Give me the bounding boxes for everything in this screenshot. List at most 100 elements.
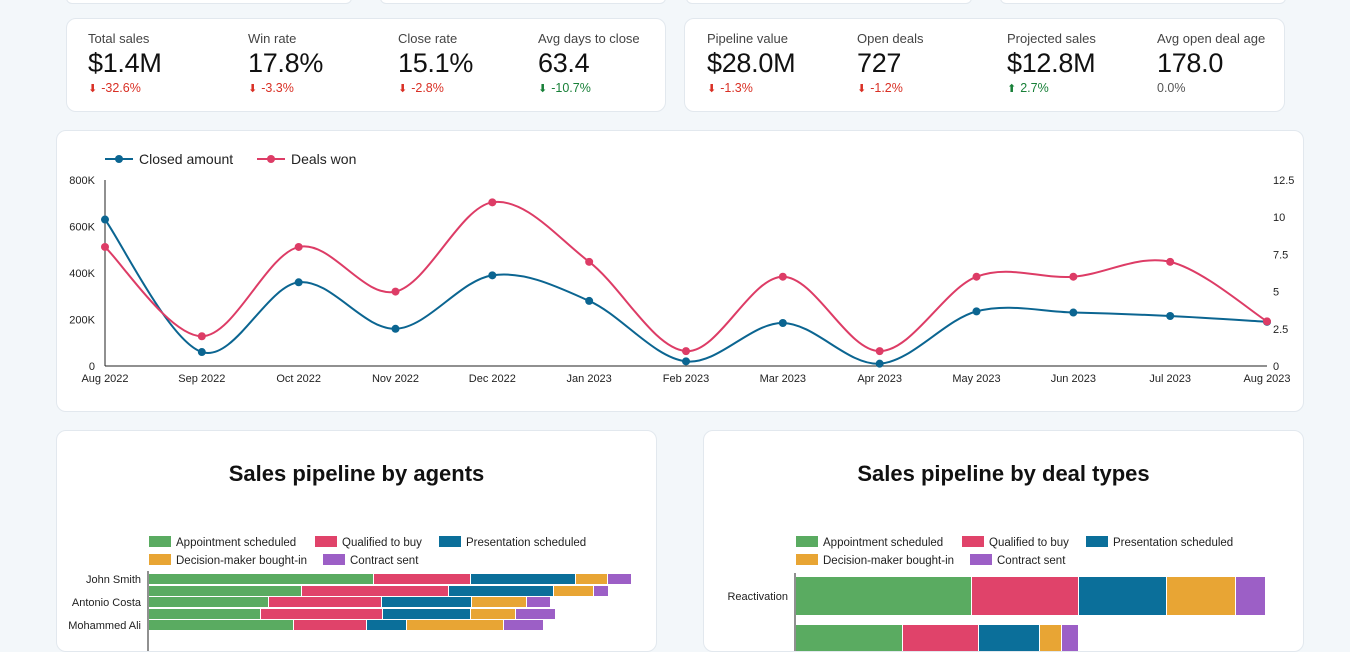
card-edge — [1000, 0, 1286, 4]
y-tick-label-right: 0 — [1273, 361, 1279, 373]
legend-swatch — [796, 536, 818, 547]
bar-segment — [294, 620, 366, 630]
legend-swatch — [962, 536, 984, 547]
x-tick-label: Jun 2023 — [1051, 373, 1096, 385]
bar-segment — [383, 609, 470, 619]
kpi-change: ⬇ -3.3% — [248, 81, 294, 95]
x-tick-label: May 2023 — [952, 373, 1000, 385]
bar-segment — [407, 620, 503, 630]
kpi-value: 17.8% — [248, 48, 324, 78]
y-tick-label-right: 5 — [1273, 287, 1279, 299]
kpi-change: ⬇ -2.8% — [398, 81, 444, 95]
bar-segment — [449, 586, 553, 596]
bar-segment — [516, 609, 555, 619]
legend-swatch — [796, 554, 818, 565]
kpi-value: $28.0M — [707, 48, 796, 78]
legend-marker — [115, 155, 123, 163]
kpi-value: $12.8M — [1007, 48, 1096, 78]
bar-segment — [1062, 625, 1078, 651]
data-point — [1166, 257, 1175, 266]
legend-swatch — [439, 536, 461, 547]
x-tick-label: Jul 2023 — [1149, 373, 1191, 385]
data-point — [197, 348, 206, 357]
category-label: John Smith — [86, 574, 141, 586]
bar-segment — [472, 597, 526, 607]
bar-segment — [979, 625, 1039, 651]
bar-segment — [471, 609, 515, 619]
bar-segment — [149, 620, 293, 630]
data-point — [1263, 317, 1271, 326]
bar-segment — [527, 597, 550, 607]
bar-segment — [269, 597, 381, 607]
data-point — [585, 296, 594, 305]
arrow-down-icon: ⬇ — [398, 83, 408, 95]
kpi-value: 178.0 — [1157, 48, 1224, 78]
legend-label: Qualified to buy — [989, 537, 1069, 549]
line-chart-card: 0 200K 400K 600K 800K 0 2.5 5 7.5 10 12.5 Aug 2022 S… — [56, 130, 1304, 412]
bar-segment — [382, 597, 471, 607]
data-point — [391, 287, 400, 296]
legend-label: Contract sent — [350, 555, 419, 567]
legend-swatch — [149, 536, 171, 547]
legend-label: Appointment scheduled — [823, 537, 943, 549]
data-point — [391, 324, 400, 333]
card-edge — [66, 0, 352, 4]
data-point — [778, 272, 787, 281]
bar-segment — [261, 609, 382, 619]
legend-label: Contract sent — [997, 555, 1066, 567]
chart-title: Sales pipeline by agents — [228, 461, 485, 486]
kpi-avg-open-deal-age: Avg open deal age 178.0 0.0% — [1157, 31, 1307, 95]
data-point — [294, 278, 303, 287]
kpi-change: 0.0% — [1157, 81, 1186, 95]
data-point — [972, 307, 981, 316]
kpi-projected-sales: Projected sales $12.8M ⬆ 2.7% — [1007, 31, 1157, 95]
kpi-label: Close rate — [398, 31, 458, 46]
kpi-change: ⬇ -1.2% — [857, 81, 903, 95]
x-tick-label: Feb 2023 — [663, 373, 709, 385]
bar-segment — [608, 574, 631, 584]
data-point — [778, 318, 787, 327]
data-point — [294, 242, 303, 251]
chart-title: Sales pipeline by deal types — [857, 461, 1150, 486]
bar-segment — [149, 609, 260, 619]
kpi-label: Projected sales — [1007, 31, 1096, 46]
y-tick-label-left: 400K — [69, 268, 95, 280]
legend-label: Qualified to buy — [342, 537, 422, 549]
legend-swatch — [970, 554, 992, 565]
kpi-change: ⬇ -10.7% — [538, 81, 591, 95]
legend-label: Presentation scheduled — [1113, 537, 1233, 549]
kpi-value: 15.1% — [398, 48, 474, 78]
data-point — [972, 272, 981, 281]
bar-segment — [576, 574, 607, 584]
kpi-change: ⬆ 2.7% — [1007, 81, 1049, 95]
kpi-change: ⬇ -1.3% — [707, 81, 753, 95]
kpi-label: Total sales — [88, 31, 150, 46]
bar-segment — [302, 586, 448, 596]
legend-label: Decision-maker bought-in — [176, 555, 307, 567]
legend-swatch — [323, 554, 345, 565]
card-edge — [686, 0, 972, 4]
y-tick-label-right: 7.5 — [1273, 249, 1288, 261]
category-label: Mohammed Ali — [68, 620, 141, 632]
data-point — [585, 257, 594, 266]
x-tick-label: Mar 2023 — [760, 373, 806, 385]
x-tick-label: Oct 2022 — [276, 373, 321, 385]
legend-marker — [267, 155, 275, 163]
bar-segment — [149, 574, 373, 584]
y-tick-label-left: 600K — [69, 222, 95, 234]
series-line-closed-amount — [104, 218, 1268, 365]
data-point — [1166, 312, 1175, 321]
arrow-up-icon: ⬆ — [1007, 83, 1017, 95]
kpi-value: 63.4 — [538, 48, 590, 78]
bar-segment — [796, 625, 902, 651]
bar-segment — [367, 620, 406, 630]
legend-label: Appointment scheduled — [176, 537, 296, 549]
data-point — [1069, 272, 1078, 281]
arrow-down-icon: ⬇ — [538, 83, 548, 95]
bar-segment — [554, 586, 593, 596]
kpi-open-deals: Open deals 727 ⬇ -1.2% — [857, 31, 1007, 95]
bar-segment — [471, 574, 575, 584]
bar-segment — [149, 586, 301, 596]
x-tick-label: Apr 2023 — [857, 373, 902, 385]
deal-types-pipeline-card: Sales pipeline by deal types Appointment… — [703, 430, 1304, 652]
